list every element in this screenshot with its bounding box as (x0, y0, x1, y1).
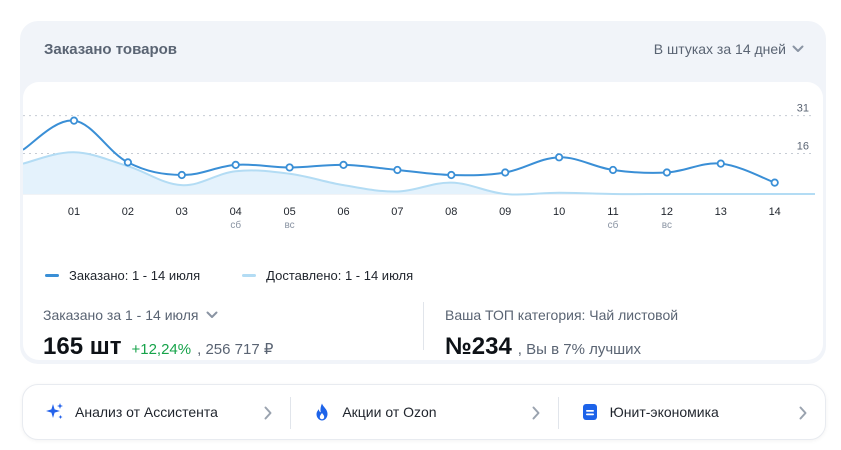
x-tick-label: 13 (715, 206, 727, 218)
legend-label-ordered: Заказано: 1 - 14 июля (69, 268, 201, 283)
legend-swatch-delivered (242, 274, 257, 277)
ordered-point-07 (393, 165, 402, 175)
ordered-point-09 (501, 168, 510, 177)
flame-icon (316, 403, 328, 421)
delivered-area (23, 152, 815, 195)
ordered-stat-label: Заказано за 1 - 14 июля (43, 307, 199, 323)
unit-economics-label: Юнит-экономика (609, 404, 719, 420)
ordered-stat-label-dropdown[interactable]: Заказано за 1 - 14 июля (43, 307, 273, 323)
ordered-point-11 (608, 165, 618, 175)
ordered-amount: , 256 717 ₽ (197, 341, 274, 358)
actions-bar: Анализ от Ассистента Акции от Ozon Юнит-… (22, 384, 826, 440)
ordered-point-05 (285, 163, 294, 172)
ordered-point-02 (123, 158, 133, 167)
chevron-down-icon (206, 311, 218, 318)
ordered-point-01 (69, 116, 79, 125)
unit-economics-button[interactable]: Юнит-экономика (557, 385, 825, 439)
ordered-point-06 (339, 160, 348, 170)
period-label: В штуках за 14 дней (653, 41, 786, 57)
ordered-point-14 (770, 178, 779, 187)
assistant-analysis-button[interactable]: Анализ от Ассистента (23, 385, 290, 439)
chevron-right-icon (799, 406, 807, 420)
top-rank: №234 (445, 333, 512, 360)
ordered-point-12 (662, 168, 672, 177)
x-tick-label: 04 (230, 206, 242, 218)
x-tick-sublabel: сб (608, 219, 619, 231)
x-tick-label: 05 (283, 206, 295, 218)
x-tick-label: 10 (553, 206, 565, 218)
x-tick-label: 14 (769, 206, 781, 218)
x-tick-label: 12 (661, 206, 673, 218)
top-category-values: №234 , Вы в 7% лучших (445, 333, 678, 361)
delivered-line (23, 151, 815, 196)
assistant-analysis-label: Анализ от Ассистента (75, 404, 218, 420)
ordered-count: 165 шт (43, 333, 122, 360)
chart-panel: 16 31 01 02 03 04 сб 05 вс 06 07 08 09 10 11 сб 12 вс 13 14… (23, 82, 823, 360)
ordered-point-04 (231, 160, 240, 170)
legend-item-delivered[interactable]: Доставлено: 1 - 14 июля (242, 268, 413, 283)
x-tick-label: 08 (445, 206, 457, 218)
x-tick-label: 02 (122, 206, 134, 218)
legend-label-delivered: Доставлено: 1 - 14 июля (266, 268, 414, 283)
y-tick-label: 16 (797, 141, 809, 153)
widget-header: Заказано товаров В штуках за 14 дней (20, 21, 826, 81)
top-category-label: Ваша ТОП категория: Чай листовой (445, 307, 679, 323)
x-tick-sublabel: сб (230, 219, 241, 231)
ordered-point-10 (554, 153, 564, 162)
x-tick-label: 11 (607, 206, 618, 218)
orders-widget: Заказано товаров В штуках за 14 дней 16 3… (20, 21, 826, 364)
x-tick-label: 09 (499, 206, 511, 218)
sparkle-icon (46, 403, 63, 419)
chevron-right-icon (532, 406, 540, 420)
ordered-delta: +12,24% (131, 341, 192, 358)
chevron-down-icon (792, 45, 804, 52)
ordered-point-13 (716, 159, 725, 168)
stats-divider (423, 302, 424, 350)
ordered-stat-values: 165 шт +12,24% , 256 717 ₽ (43, 333, 273, 361)
x-tick-label: 03 (176, 206, 188, 218)
ozon-promotions-button[interactable]: Акции от Ozon (290, 385, 557, 439)
ordered-point-03 (177, 170, 186, 180)
x-tick-label: 06 (337, 206, 349, 218)
x-tick-label: 01 (68, 206, 80, 218)
x-tick-sublabel: вс (662, 220, 672, 231)
legend-swatch-ordered (45, 274, 59, 277)
ordered-stat: Заказано за 1 - 14 июля 165 шт +12,24% ,… (43, 307, 273, 361)
period-selector[interactable]: В штуках за 14 дней (654, 41, 804, 57)
document-icon (582, 404, 597, 420)
ozon-promotions-label: Акции от Ozon (342, 404, 437, 420)
ordered-point-08 (447, 170, 456, 180)
x-tick-label: 07 (391, 206, 403, 218)
widget-title: Заказано товаров (44, 41, 177, 58)
top-category-stat: Ваша ТОП категория: Чай листовой №234 , … (445, 307, 678, 361)
y-tick-label: 31 (797, 103, 809, 115)
top-note: , Вы в 7% лучших (517, 341, 642, 358)
legend-item-ordered[interactable]: Заказано: 1 - 14 июля (45, 268, 200, 283)
chevron-right-icon (264, 406, 272, 420)
stats-row: Заказано за 1 - 14 июля 165 шт +12,24% ,… (23, 282, 823, 360)
x-tick-sublabel: вс (284, 220, 294, 231)
chart-legend: Заказано: 1 - 14 июля Доставлено: 1 - 14… (45, 268, 413, 283)
